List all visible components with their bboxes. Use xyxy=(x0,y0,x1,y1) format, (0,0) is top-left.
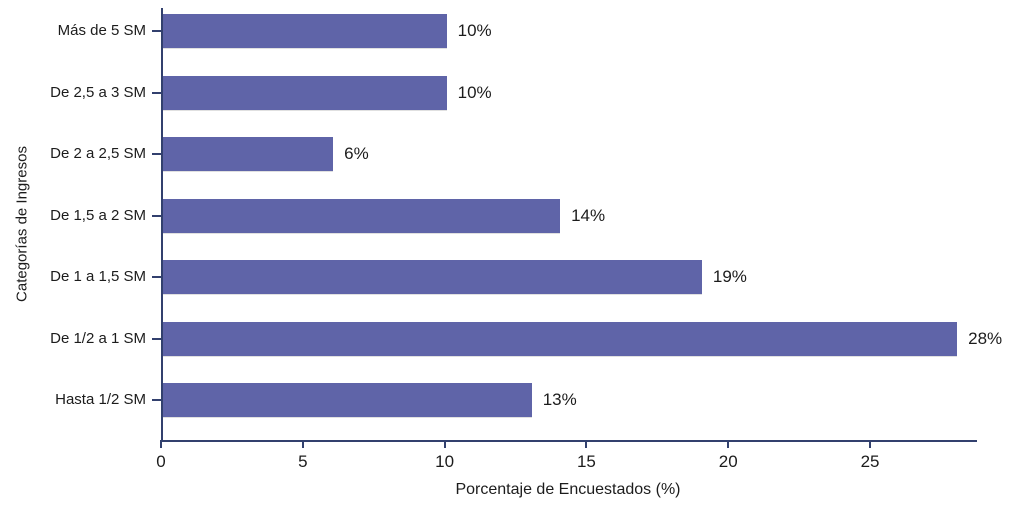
y-axis-tick xyxy=(152,30,161,32)
x-axis-tick xyxy=(160,440,162,448)
category-label: De 2,5 a 3 SM xyxy=(50,83,146,101)
category-label: Hasta 1/2 SM xyxy=(55,391,146,408)
category-label: De 1/2 a 1 SM xyxy=(50,329,146,347)
value-label: 28% xyxy=(968,328,1003,348)
bar xyxy=(163,260,702,294)
category-label: Más de 5 SM xyxy=(57,22,146,39)
x-tick-label: 0 xyxy=(156,452,166,471)
category-label: De 1,5 a 2 SM xyxy=(50,206,146,224)
y-axis-tick xyxy=(152,91,161,94)
category-label: De 1 a 1,5 SM xyxy=(50,268,146,285)
y-axis-tick xyxy=(152,276,161,278)
y-axis-tick xyxy=(152,153,161,155)
value-label: 10% xyxy=(457,21,492,40)
x-tick-label: 20 xyxy=(718,452,738,471)
y-axis-tick xyxy=(152,399,161,401)
y-axis-tick xyxy=(152,214,161,217)
x-tick-label: 10 xyxy=(435,452,455,471)
value-label: 6% xyxy=(344,144,369,163)
x-axis-title: Porcentaje de Encuestados (%) xyxy=(455,481,681,498)
x-axis-tick xyxy=(869,440,872,448)
bar xyxy=(163,383,532,417)
bar xyxy=(163,137,334,171)
category-label: De 2 a 2,5 SM xyxy=(50,145,146,162)
x-tick-label: 15 xyxy=(576,452,596,471)
plot-area xyxy=(161,8,977,442)
bar xyxy=(163,14,447,48)
value-label: 19% xyxy=(712,267,747,286)
x-axis-tick xyxy=(727,440,730,448)
x-axis-tick xyxy=(443,440,446,448)
value-label: 13% xyxy=(542,390,577,409)
x-axis-tick xyxy=(585,440,588,448)
x-axis-tick xyxy=(301,440,304,448)
bar xyxy=(163,321,958,356)
x-tick-label: 25 xyxy=(860,452,880,471)
bar xyxy=(163,198,561,233)
value-label: 14% xyxy=(571,205,606,225)
value-label: 10% xyxy=(457,82,492,102)
bar xyxy=(163,75,447,110)
x-tick-label: 5 xyxy=(298,452,308,471)
y-axis-tick xyxy=(152,337,161,340)
